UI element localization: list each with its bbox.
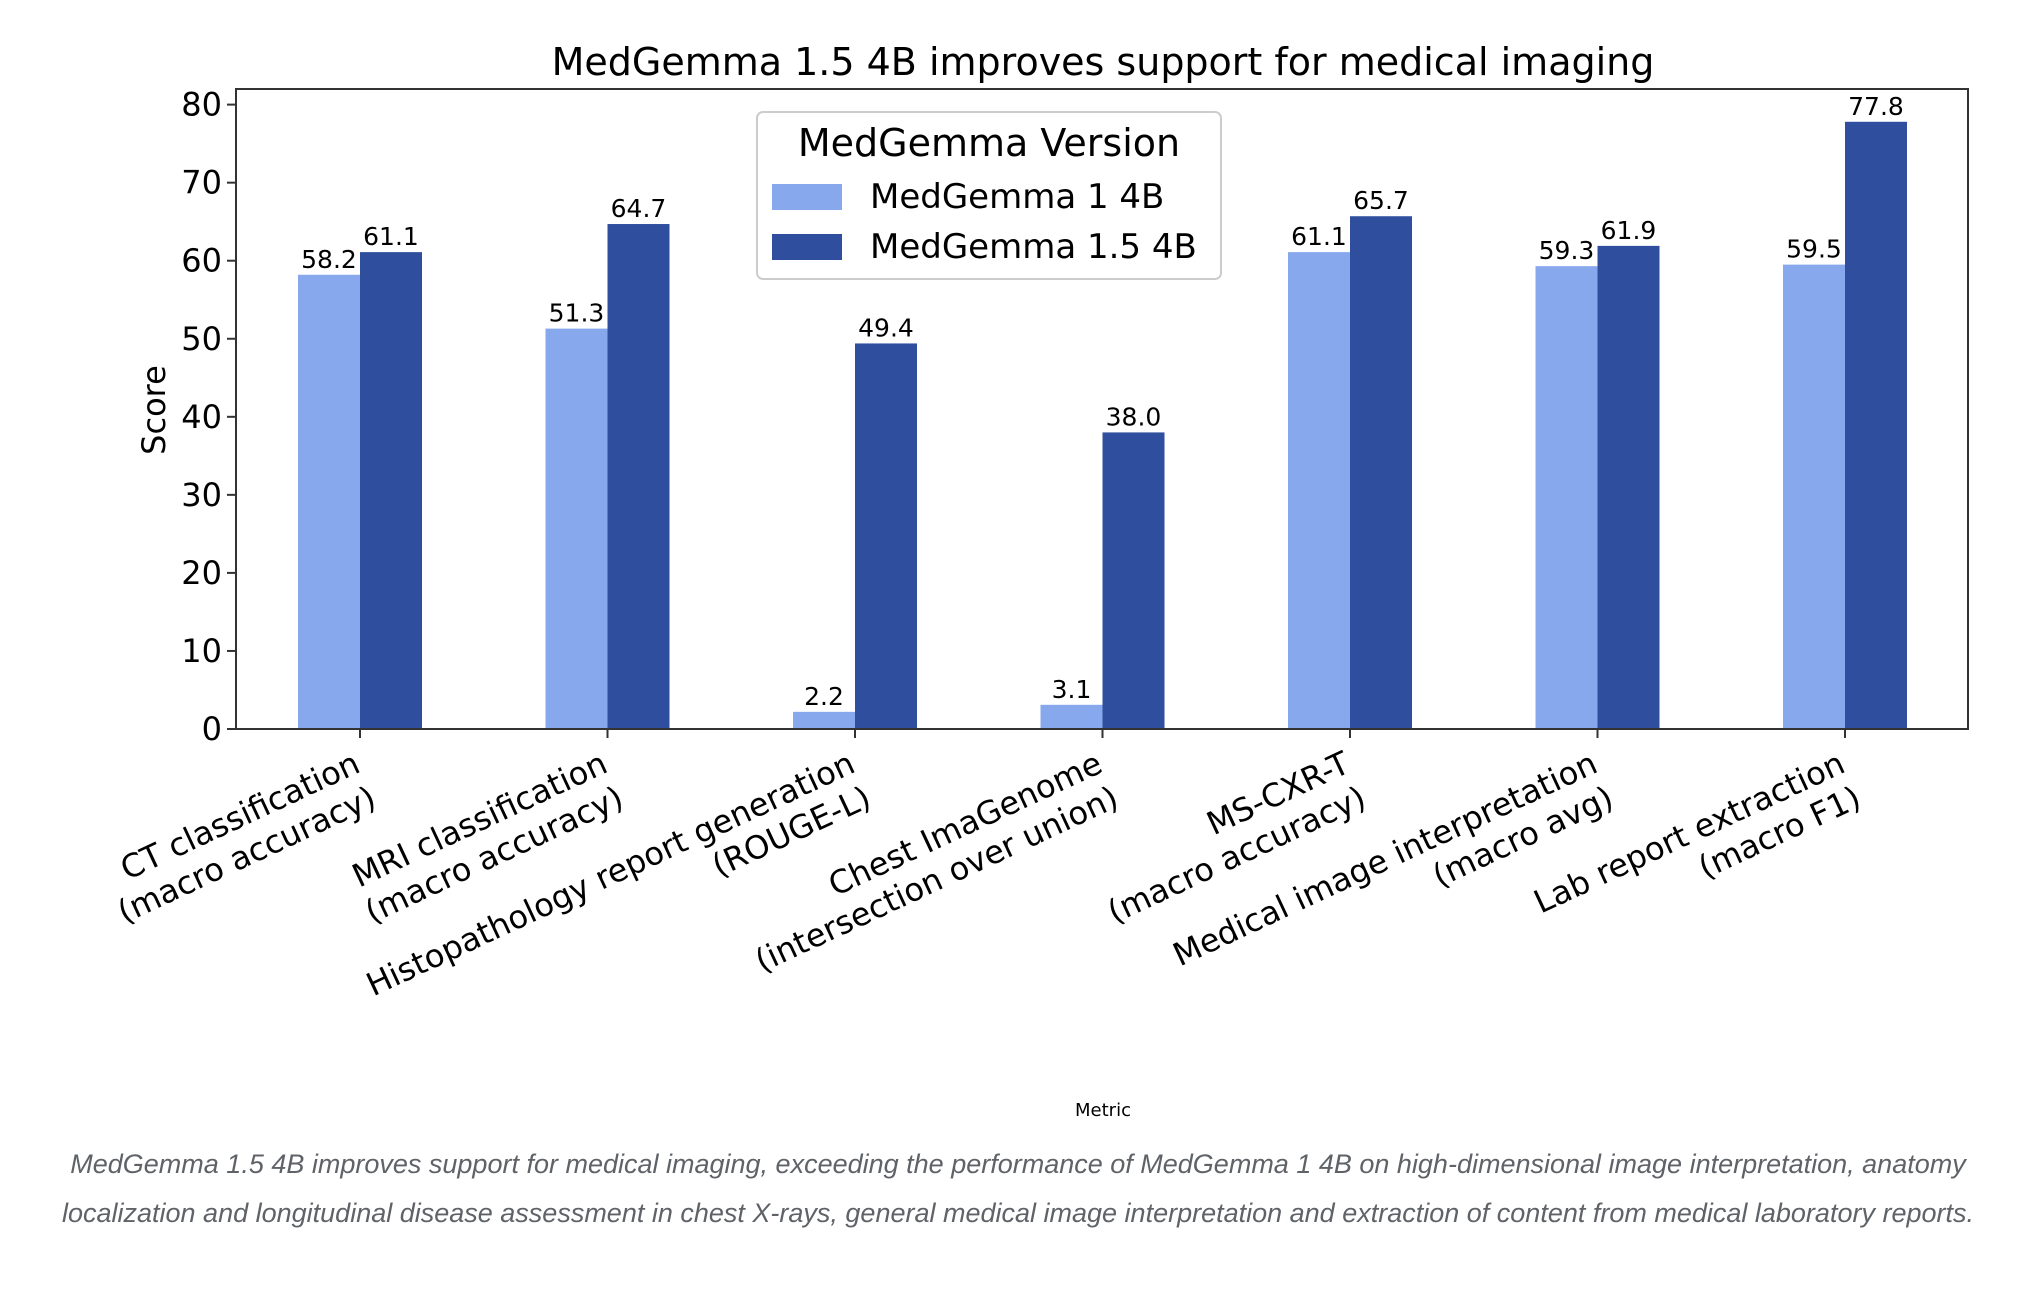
bar-series-1-cat-1 <box>298 274 360 729</box>
bar-series-2-cat-1 <box>360 252 422 729</box>
y-tick-label-70: 70 <box>181 164 222 202</box>
value-label-series-1-cat-7: 59.5 <box>1786 235 1842 264</box>
bar-chart: MedGemma 1.5 4B improves support for med… <box>96 40 1969 1120</box>
y-tick-label-0: 0 <box>202 710 222 748</box>
y-tick-label-50: 50 <box>181 320 222 358</box>
bar-series-1-cat-3 <box>793 711 855 729</box>
figure-caption: MedGemma 1.5 4B improves support for med… <box>61 1149 1974 1228</box>
value-label-series-1-cat-3: 2.2 <box>804 682 844 711</box>
legend-box <box>756 111 1222 280</box>
bar-series-2-cat-3 <box>855 343 917 729</box>
y-tick-label-30: 30 <box>181 476 222 514</box>
value-label-series-2-cat-6: 61.9 <box>1601 216 1657 245</box>
chart-title: MedGemma 1.5 4B improves support for med… <box>552 40 1655 84</box>
value-label-series-1-cat-2: 51.3 <box>549 299 605 328</box>
value-label-series-2-cat-3: 49.4 <box>858 313 914 342</box>
bar-series-2-cat-7 <box>1845 121 1907 729</box>
x-tick-label-1: CT classification(macro accuracy) <box>96 744 382 931</box>
value-label-series-1-cat-6: 59.3 <box>1539 236 1595 265</box>
bar-series-2-cat-5 <box>1350 216 1412 730</box>
value-label-series-2-cat-7: 77.8 <box>1848 92 1904 121</box>
y-axis-label: Score <box>135 365 173 455</box>
bar-series-2-cat-2 <box>607 224 670 729</box>
legend-label-series-2: MedGemma 1.5 4B <box>870 227 1197 267</box>
y-tick-label-80: 80 <box>181 86 222 124</box>
bar-series-1-cat-4 <box>1040 704 1103 729</box>
bar-series-1-cat-6 <box>1535 266 1598 729</box>
value-label-series-2-cat-2: 64.7 <box>611 194 667 223</box>
legend-swatch-series-1 <box>772 184 842 210</box>
legend-title: MedGemma Version <box>798 121 1180 165</box>
value-label-series-2-cat-1: 61.1 <box>363 222 419 251</box>
y-tick-label-40: 40 <box>181 398 222 436</box>
bar-series-2-cat-6 <box>1597 245 1660 729</box>
value-label-series-2-cat-4: 38.0 <box>1106 402 1162 431</box>
value-label-series-1-cat-4: 3.1 <box>1052 675 1092 704</box>
y-tick-label-60: 60 <box>181 242 222 280</box>
x-axis-label: Metric <box>1075 1100 1131 1120</box>
plot-frame <box>235 88 1969 730</box>
value-label-series-1-cat-1: 58.2 <box>301 245 357 274</box>
value-label-series-2-cat-5: 65.7 <box>1353 186 1409 215</box>
bar-series-1-cat-2 <box>545 328 608 729</box>
value-label-series-1-cat-5: 61.1 <box>1291 222 1347 251</box>
bar-series-2-cat-4 <box>1102 432 1165 729</box>
legend-swatch-series-2 <box>772 234 842 260</box>
y-tick-label-10: 10 <box>181 632 222 670</box>
bar-series-1-cat-7 <box>1783 264 1845 729</box>
y-tick-label-20: 20 <box>181 554 222 592</box>
legend-label-series-1: MedGemma 1 4B <box>870 177 1164 217</box>
legend: MedGemma Version MedGemma 1 4B MedGemma … <box>756 111 1222 280</box>
bar-series-1-cat-5 <box>1288 252 1350 729</box>
